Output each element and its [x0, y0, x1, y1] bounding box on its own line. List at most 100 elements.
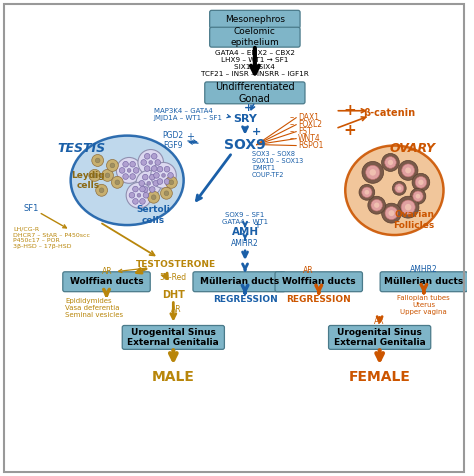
Circle shape [366, 165, 380, 179]
Circle shape [401, 200, 415, 214]
Circle shape [141, 159, 146, 165]
Circle shape [123, 174, 128, 179]
Circle shape [412, 173, 430, 191]
Circle shape [395, 184, 404, 193]
FancyBboxPatch shape [210, 10, 300, 28]
Text: Wolffian ducts: Wolffian ducts [70, 277, 143, 286]
Circle shape [157, 167, 163, 172]
Circle shape [371, 199, 383, 211]
Text: AR: AR [302, 266, 313, 275]
Ellipse shape [345, 146, 444, 235]
Circle shape [365, 190, 369, 195]
Circle shape [129, 192, 135, 198]
Text: +: + [344, 123, 356, 138]
Text: TESTOSTERONE: TESTOSTERONE [136, 260, 216, 269]
Circle shape [164, 178, 170, 184]
Text: Müllerian ducts: Müllerian ducts [200, 277, 279, 286]
Text: REGRESSION: REGRESSION [286, 295, 351, 304]
Circle shape [126, 182, 152, 208]
Circle shape [138, 149, 164, 175]
Text: MAP3K4 – GATA4
JMJD1A – WT1 – SF1: MAP3K4 – GATA4 JMJD1A – WT1 – SF1 [154, 108, 223, 121]
Circle shape [397, 186, 401, 190]
Circle shape [96, 184, 108, 196]
FancyBboxPatch shape [275, 272, 363, 292]
Text: –: – [290, 141, 294, 150]
Text: AMHR2: AMHR2 [410, 265, 438, 274]
Circle shape [151, 166, 157, 171]
Text: PGD2
FGF9: PGD2 FGF9 [162, 131, 183, 150]
FancyBboxPatch shape [63, 272, 150, 292]
FancyBboxPatch shape [210, 27, 300, 47]
Circle shape [130, 174, 136, 179]
Text: –: – [290, 127, 294, 136]
Circle shape [402, 164, 415, 177]
Circle shape [161, 187, 173, 199]
Circle shape [107, 159, 118, 171]
Circle shape [164, 191, 169, 196]
Circle shape [157, 178, 163, 184]
Circle shape [110, 163, 115, 168]
Text: +: + [252, 127, 261, 137]
Circle shape [418, 179, 424, 185]
Circle shape [362, 187, 372, 198]
Text: AMH: AMH [231, 227, 259, 237]
Text: DAX1: DAX1 [298, 113, 319, 122]
Circle shape [116, 158, 142, 183]
Text: SF1: SF1 [23, 204, 38, 213]
Circle shape [151, 153, 157, 159]
Circle shape [155, 159, 161, 165]
Circle shape [143, 192, 149, 198]
Text: –: – [290, 113, 294, 122]
Circle shape [151, 162, 176, 188]
Circle shape [359, 184, 375, 200]
Circle shape [370, 169, 376, 176]
Circle shape [145, 153, 150, 159]
FancyBboxPatch shape [328, 326, 431, 349]
Circle shape [392, 181, 406, 195]
Text: Leydig
cells: Leydig cells [71, 170, 105, 190]
Circle shape [169, 180, 173, 185]
Circle shape [410, 188, 426, 204]
Text: +: + [253, 220, 261, 230]
Circle shape [153, 180, 159, 186]
Circle shape [137, 193, 141, 197]
Text: +: + [344, 103, 356, 118]
Text: Sertoli
cells: Sertoli cells [137, 206, 171, 225]
Circle shape [130, 161, 136, 167]
Text: Ovarian
Follicles: Ovarian Follicles [393, 210, 435, 230]
Circle shape [164, 167, 170, 172]
Text: GATA4 – EMX2 – CBX2
LHX9 – WT1 → SF1
SIX1 – SIX4
TCF21 – INSR – INSRR – IGF1R: GATA4 – EMX2 – CBX2 LHX9 – WT1 → SF1 SIX… [201, 50, 309, 77]
Circle shape [385, 157, 396, 168]
Text: WNT4: WNT4 [298, 134, 321, 143]
Circle shape [140, 198, 145, 204]
Circle shape [101, 169, 113, 181]
Circle shape [92, 173, 97, 178]
Circle shape [397, 196, 419, 218]
Text: Urogenital Sinus
External Genitalia: Urogenital Sinus External Genitalia [334, 327, 426, 347]
Text: RSPO1: RSPO1 [298, 141, 323, 150]
Circle shape [398, 160, 418, 180]
Circle shape [374, 202, 379, 208]
Circle shape [133, 168, 139, 173]
Circle shape [149, 160, 153, 164]
Text: FST: FST [298, 127, 312, 136]
Circle shape [148, 191, 160, 203]
Circle shape [389, 210, 394, 216]
Circle shape [149, 187, 155, 192]
Circle shape [388, 160, 393, 165]
Circle shape [139, 180, 145, 186]
Circle shape [92, 155, 103, 167]
Text: SOX3 – SOX8
SOX10 – SOX13
DMRT1
COUP-TF2: SOX3 – SOX8 SOX10 – SOX13 DMRT1 COUP-TF2 [252, 150, 303, 178]
Circle shape [119, 168, 125, 173]
Text: +: + [245, 103, 254, 113]
Text: 5α-Red: 5α-Red [160, 273, 187, 282]
Text: Mesonephros: Mesonephros [225, 15, 285, 24]
Circle shape [133, 198, 138, 204]
Text: Fallopian tubes
Uterus
Upper vagina: Fallopian tubes Uterus Upper vagina [398, 295, 450, 315]
FancyBboxPatch shape [122, 326, 224, 349]
Text: +: + [186, 131, 194, 141]
Circle shape [162, 173, 165, 177]
Circle shape [89, 169, 100, 181]
Text: OVARY: OVARY [389, 142, 435, 155]
Text: AMHR2: AMHR2 [231, 239, 259, 248]
